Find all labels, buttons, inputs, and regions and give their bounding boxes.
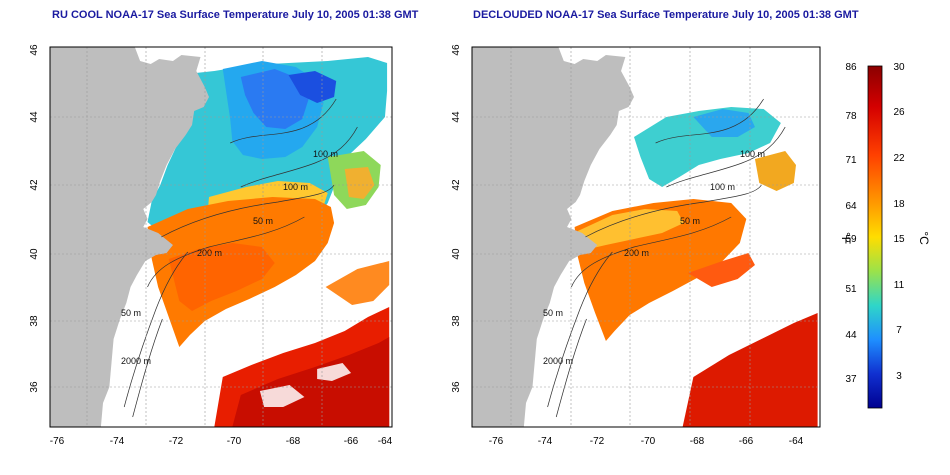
fahrenheit-tick: 86 <box>845 62 857 73</box>
right-y-tick: 42 <box>451 179 462 191</box>
celsius-tick: 18 <box>893 199 905 210</box>
left-y-tick: 40 <box>29 248 40 260</box>
fahrenheit-tick: 64 <box>845 201 857 212</box>
contour-label-100m-north: 100 m <box>313 149 338 159</box>
contour-label-50m-shelf: 50 m <box>543 308 563 318</box>
left-x-tick: -66 <box>344 436 359 447</box>
left-y-tick: 44 <box>29 111 40 123</box>
left-x-tick: -70 <box>227 436 242 447</box>
right-y-tick: 46 <box>451 44 462 56</box>
celsius-tick: 15 <box>893 234 905 245</box>
celsius-tick: 22 <box>893 153 905 164</box>
celsius-tick: 30 <box>893 62 905 73</box>
right-map: 100 m 100 m 50 m 200 m 50 m 2000 m -76 -… <box>451 44 821 447</box>
right-x-tick: -66 <box>739 436 754 447</box>
right-map-title: DECLOUDED NOAA-17 Sea Surface Temperatur… <box>473 9 859 21</box>
contour-label-100m-north: 100 m <box>740 149 765 159</box>
contour-label-100m-south: 100 m <box>283 182 308 192</box>
contour-label-100m-south: 100 m <box>710 182 735 192</box>
left-x-tick: -64 <box>378 436 393 447</box>
colorbar-gradient <box>867 65 883 409</box>
right-x-tick: -74 <box>538 436 553 447</box>
left-y-tick: 36 <box>29 381 40 393</box>
contour-label-2000m: 2000 m <box>121 356 151 366</box>
fahrenheit-tick: 78 <box>845 111 857 122</box>
left-map-title: RU COOL NOAA-17 Sea Surface Temperature … <box>52 9 419 21</box>
right-y-tick: 44 <box>451 111 462 123</box>
right-x-tick: -70 <box>641 436 656 447</box>
left-x-tick: -74 <box>110 436 125 447</box>
contour-label-200m: 200 m <box>197 248 222 258</box>
contour-label-2000m: 2000 m <box>543 356 573 366</box>
fahrenheit-tick: 59 <box>845 234 857 245</box>
right-y-tick: 40 <box>451 248 462 260</box>
right-y-tick: 36 <box>451 381 462 393</box>
contour-label-50m-shelf: 50 m <box>121 308 141 318</box>
contour-label-200m: 200 m <box>624 248 649 258</box>
right-x-tick: -76 <box>489 436 504 447</box>
fahrenheit-tick: 51 <box>845 284 857 295</box>
left-map: 100 m 100 m 50 m 200 m 50 m 2000 m -76 -… <box>29 44 393 447</box>
celsius-tick: 7 <box>896 325 902 336</box>
left-x-tick: -68 <box>286 436 301 447</box>
colorbar: 86 78 71 64 59 51 44 37 30 26 22 18 15 1… <box>839 62 931 409</box>
left-y-tick: 46 <box>29 44 40 56</box>
fahrenheit-tick: 37 <box>845 374 857 385</box>
left-y-tick: 38 <box>29 315 40 327</box>
right-x-tick: -72 <box>590 436 605 447</box>
celsius-unit: °C <box>917 231 931 245</box>
celsius-tick: 3 <box>896 371 902 382</box>
right-y-tick: 38 <box>451 315 462 327</box>
celsius-tick: 11 <box>894 280 905 291</box>
fahrenheit-tick: 44 <box>845 330 857 341</box>
right-x-tick: -68 <box>690 436 705 447</box>
fahrenheit-tick: 71 <box>845 155 857 166</box>
fahrenheit-unit: °F <box>839 232 853 244</box>
left-x-tick: -76 <box>50 436 65 447</box>
left-y-tick: 42 <box>29 179 40 191</box>
right-x-tick: -64 <box>789 436 804 447</box>
celsius-tick: 26 <box>893 107 905 118</box>
left-x-tick: -72 <box>169 436 184 447</box>
